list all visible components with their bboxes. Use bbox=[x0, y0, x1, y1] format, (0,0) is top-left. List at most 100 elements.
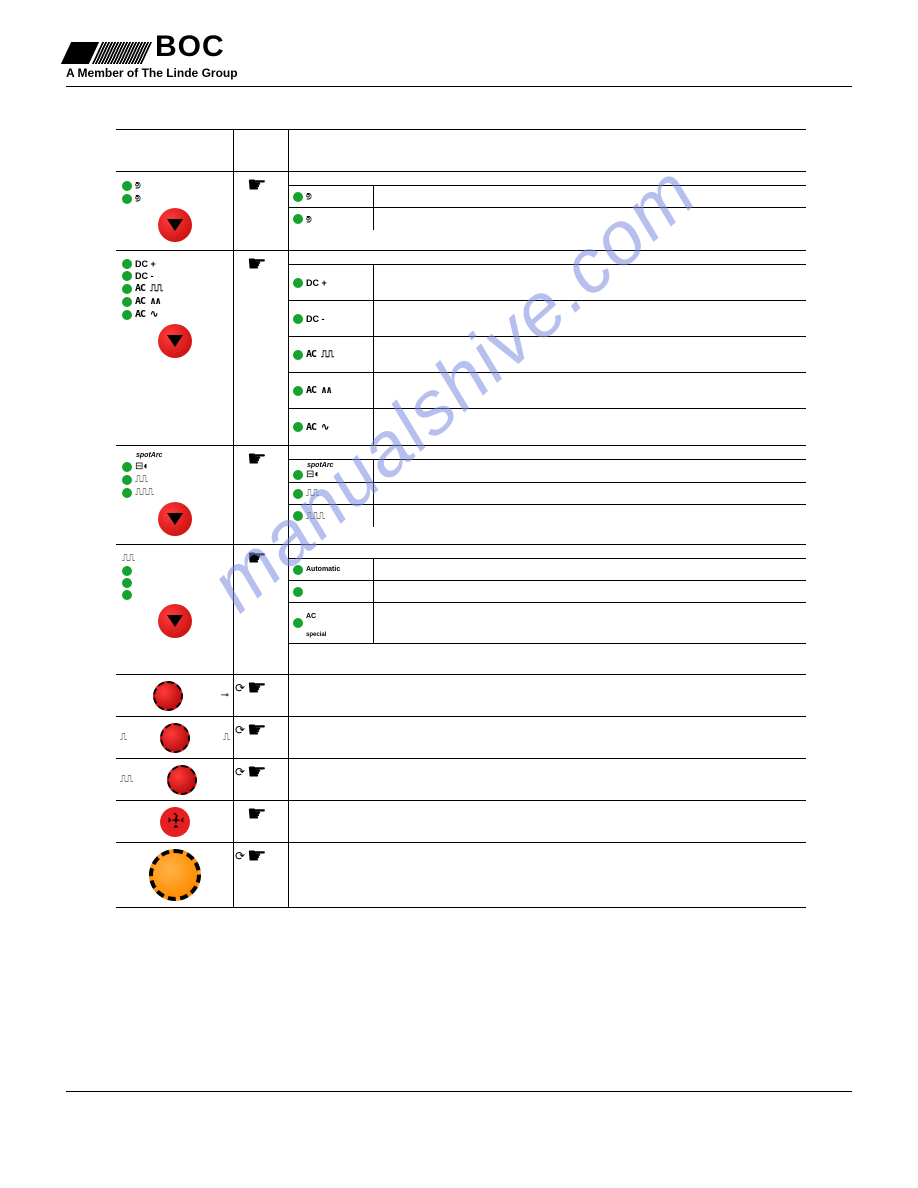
turn-hand-icon bbox=[247, 721, 275, 741]
settings-table: ⟄ ⟄ ⟄ ⟄ DC + DC - AC ⎍⎍ AC ∧∧ AC ∿ bbox=[116, 129, 806, 908]
hand-icon bbox=[247, 176, 275, 196]
polarity-label: AC ⎍⎍ bbox=[135, 283, 162, 294]
hand-icon bbox=[247, 255, 275, 275]
polarity-option: AC ⎍⎍ bbox=[306, 349, 333, 360]
led-icon bbox=[293, 565, 303, 575]
led-icon bbox=[293, 314, 303, 324]
torch-icon: ⟄ bbox=[306, 214, 312, 225]
logo-text: BOC bbox=[155, 30, 225, 64]
led-icon bbox=[122, 590, 132, 600]
table-cell bbox=[234, 545, 289, 674]
automatic-label: Automatic bbox=[306, 566, 340, 573]
table-cell: spotArc⊟◐ ⎍⎍ ⎍⎍⎍ bbox=[289, 446, 806, 544]
polarity-option: DC + bbox=[306, 278, 327, 288]
table-cell bbox=[289, 675, 806, 716]
led-icon bbox=[122, 284, 132, 294]
table-cell bbox=[116, 130, 234, 171]
table-cell: ⟄ ⟄ bbox=[116, 172, 234, 250]
table-cell: spotArc ⊟◐ ⎍⎍ ⎍⎍⎍ bbox=[116, 446, 234, 544]
spotarc-label: spotArc bbox=[307, 462, 369, 469]
header-divider bbox=[66, 86, 852, 87]
select-button-icon bbox=[158, 324, 192, 358]
table-cell bbox=[234, 717, 289, 758]
star-knob-icon bbox=[160, 807, 190, 837]
waveform-icon: ⎍⎍ bbox=[122, 553, 134, 564]
table-cell: ⎍⎍ bbox=[116, 717, 234, 758]
pulse-icon: ⎍⎍⎍ bbox=[306, 511, 324, 522]
led-icon bbox=[293, 350, 303, 360]
led-icon bbox=[122, 566, 132, 576]
knob-icon bbox=[167, 765, 197, 795]
pulse-icon: ⎍⎍⎍ bbox=[135, 487, 153, 498]
torch-icon: ⟄ bbox=[306, 191, 312, 202]
hand-icon bbox=[247, 549, 275, 569]
led-icon bbox=[122, 259, 132, 269]
select-button-icon bbox=[158, 208, 192, 242]
table-cell: ⊸ bbox=[116, 675, 234, 716]
led-icon bbox=[293, 192, 303, 202]
knob-icon bbox=[160, 723, 190, 753]
logo-subtitle: A Member of The Linde Group bbox=[66, 66, 852, 80]
table-cell bbox=[289, 130, 806, 171]
polarity-label: DC - bbox=[135, 271, 154, 281]
pulse-icon: ⎍⎍ bbox=[135, 474, 147, 485]
led-icon bbox=[122, 297, 132, 307]
table-cell bbox=[234, 801, 289, 842]
torch-icon: ⟄ bbox=[135, 193, 141, 204]
turn-hand-icon bbox=[247, 679, 275, 699]
led-icon bbox=[122, 488, 132, 498]
table-cell bbox=[234, 843, 289, 907]
table-cell bbox=[289, 801, 806, 842]
led-icon bbox=[122, 271, 132, 281]
polarity-label: AC ∿ bbox=[135, 309, 157, 320]
led-icon bbox=[293, 214, 303, 224]
table-cell bbox=[234, 675, 289, 716]
hand-icon bbox=[247, 450, 275, 470]
turn-hand-icon bbox=[247, 847, 275, 867]
led-icon bbox=[293, 278, 303, 288]
led-icon bbox=[122, 310, 132, 320]
polarity-option: DC - bbox=[306, 314, 325, 324]
ac-special-label: ACspecial bbox=[306, 605, 326, 641]
table-cell: ⎍⎍ bbox=[116, 759, 234, 800]
table-cell bbox=[234, 759, 289, 800]
table-cell bbox=[234, 251, 289, 445]
led-icon bbox=[122, 462, 132, 472]
led-icon bbox=[122, 578, 132, 588]
polarity-option: AC ∿ bbox=[306, 422, 328, 433]
table-cell: Automatic ACspecial bbox=[289, 545, 806, 674]
table-cell bbox=[234, 172, 289, 250]
logo-block: BOC A Member of The Linde Group bbox=[66, 30, 852, 80]
led-icon bbox=[293, 587, 303, 597]
table-cell: DC + DC - AC ⎍⎍ AC ∧∧ AC ∿ bbox=[289, 251, 806, 445]
table-cell bbox=[289, 717, 806, 758]
led-icon bbox=[293, 618, 303, 628]
table-cell bbox=[234, 130, 289, 171]
led-icon bbox=[122, 181, 132, 191]
table-cell bbox=[289, 759, 806, 800]
led-icon bbox=[122, 194, 132, 204]
led-icon bbox=[293, 422, 303, 432]
led-icon bbox=[293, 470, 303, 480]
main-knob-icon bbox=[149, 849, 201, 901]
select-button-icon bbox=[158, 604, 192, 638]
table-cell bbox=[234, 446, 289, 544]
page: BOC A Member of The Linde Group ⟄ ⟄ ⟄ bbox=[0, 0, 918, 908]
mode-icon: ⊟◐ bbox=[306, 469, 320, 480]
torch-icon: ⟄ bbox=[135, 180, 141, 191]
led-icon bbox=[293, 489, 303, 499]
wave-icon: ⎍⎍ bbox=[120, 774, 132, 785]
table-cell bbox=[116, 801, 234, 842]
led-icon bbox=[293, 511, 303, 521]
polarity-label: DC + bbox=[135, 259, 156, 269]
footer-divider bbox=[66, 1091, 852, 1092]
polarity-label: AC ∧∧ bbox=[135, 296, 160, 307]
hand-icon bbox=[247, 805, 275, 825]
wave-icon: ⎍ bbox=[223, 732, 229, 743]
turn-hand-icon bbox=[247, 763, 275, 783]
table-cell bbox=[116, 843, 234, 907]
select-button-icon bbox=[158, 502, 192, 536]
mode-icon: ⊟◐ bbox=[135, 461, 149, 472]
table-cell: ⎍⎍ bbox=[116, 545, 234, 674]
led-icon bbox=[122, 475, 132, 485]
